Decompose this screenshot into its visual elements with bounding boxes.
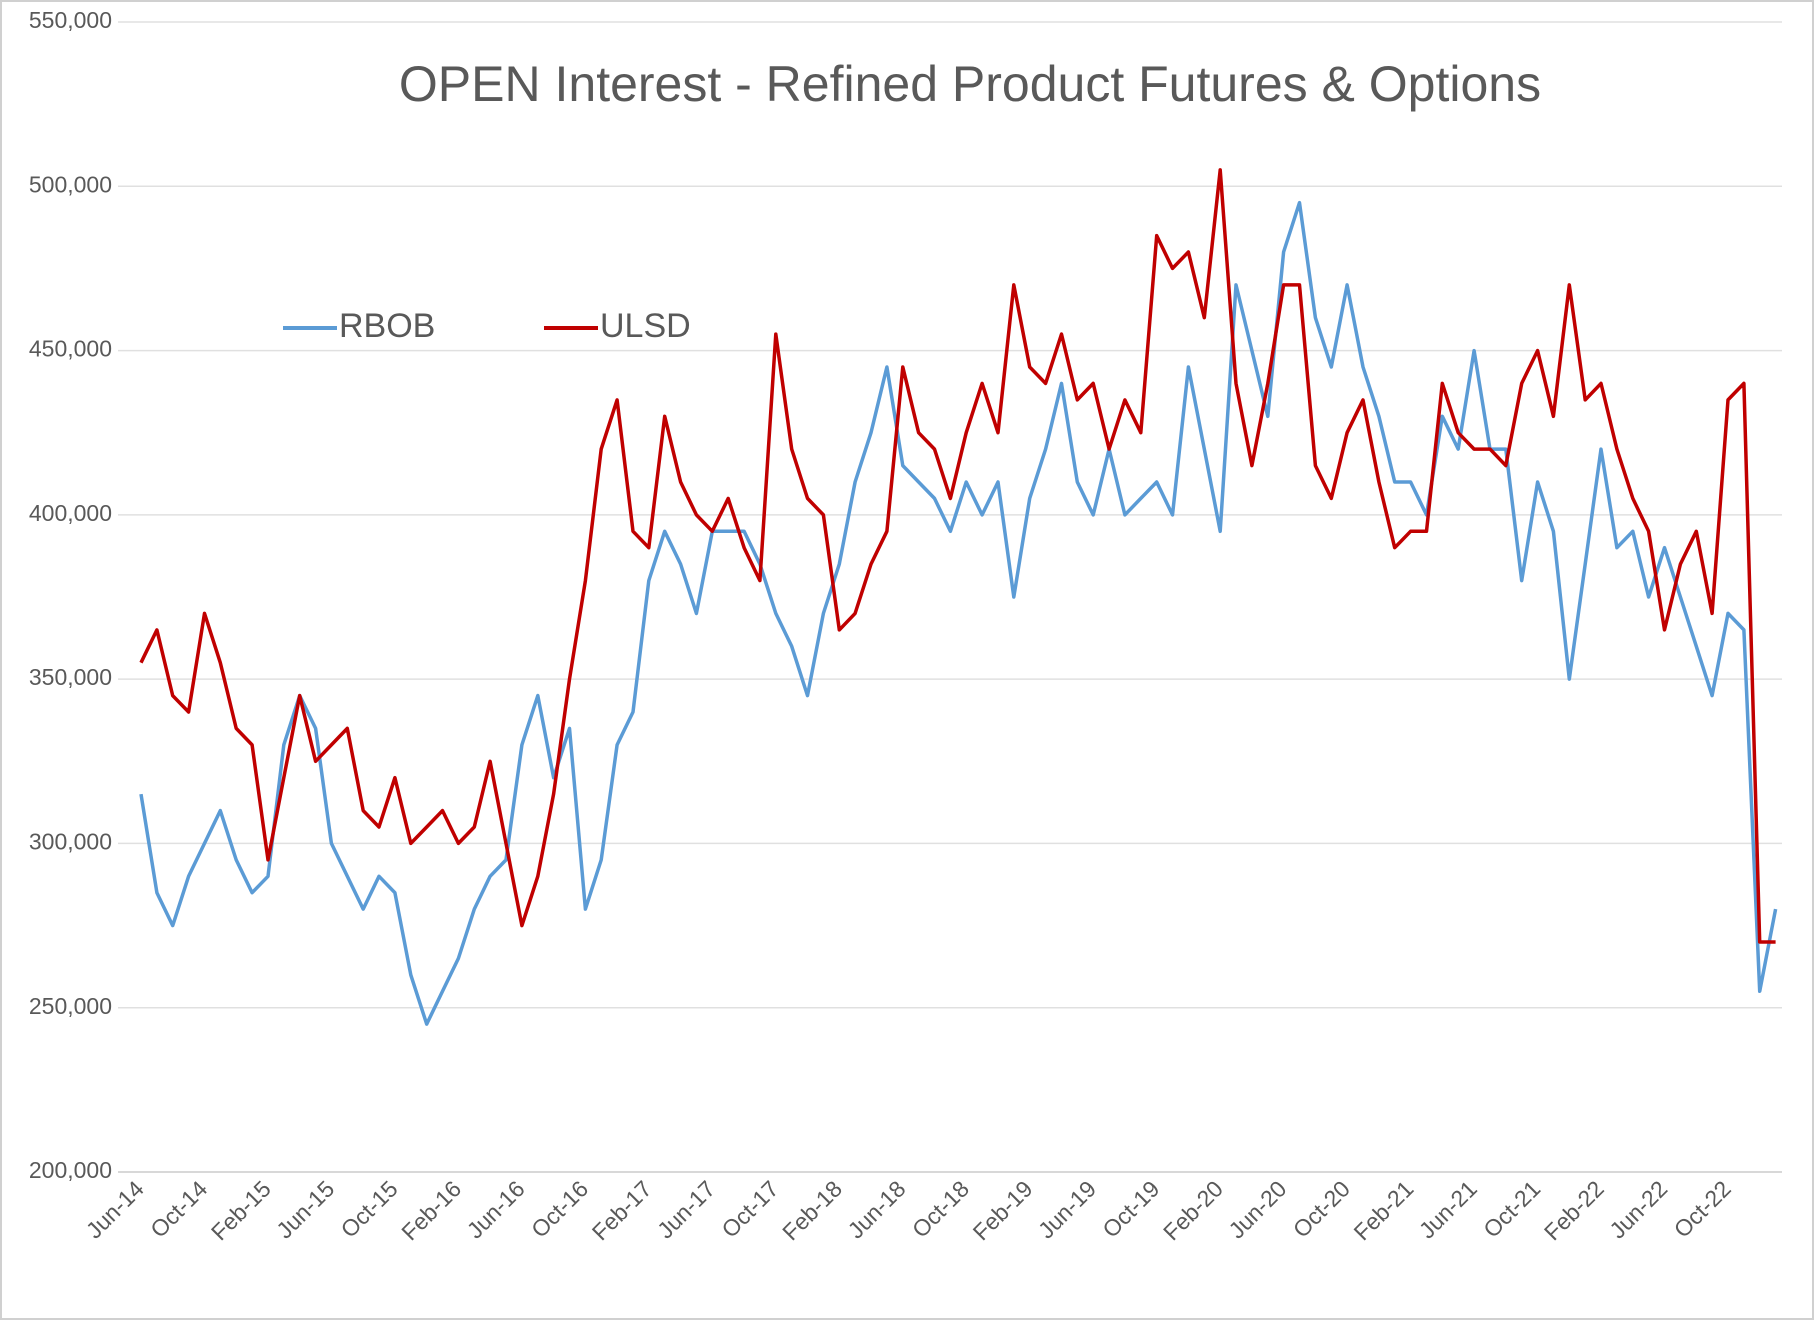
- y-tick-label: 250,000: [29, 993, 112, 1019]
- legend-label: RBOB: [339, 307, 435, 345]
- series-line: [139, 200, 1778, 1026]
- y-tick-label: 500,000: [29, 171, 112, 197]
- y-tick-label: 400,000: [29, 500, 112, 526]
- chart-title: OPEN Interest - Refined Product Futures …: [399, 56, 1541, 112]
- y-tick-label: 300,000: [29, 829, 112, 855]
- y-tick-label: 350,000: [29, 664, 112, 690]
- y-tick-label: 550,000: [29, 7, 112, 33]
- legend-label: ULSD: [600, 307, 691, 345]
- y-tick-label: 200,000: [29, 1157, 112, 1183]
- series-line: [139, 168, 1776, 944]
- y-tick-label: 450,000: [29, 336, 112, 362]
